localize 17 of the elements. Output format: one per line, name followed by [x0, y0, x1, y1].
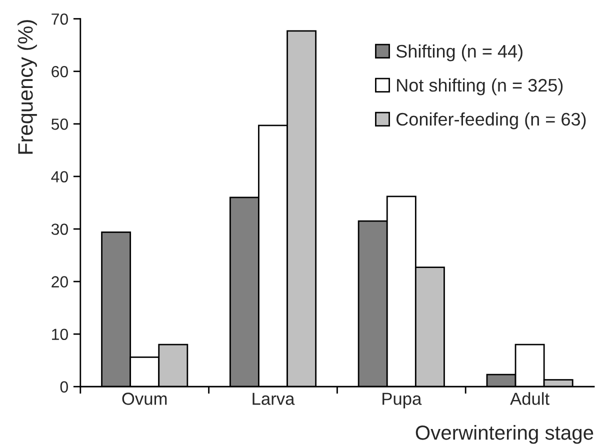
y-tick-label: 40 — [51, 171, 68, 182]
y-tick-label: 50 — [51, 118, 68, 130]
x-axis-title: Overwintering stage — [416, 425, 594, 444]
x-tick-label: Pupa — [382, 392, 422, 408]
y-tick-label: 60 — [52, 66, 68, 78]
y-tick-label: 20 — [52, 276, 68, 288]
x-tick-label: Ovum — [122, 392, 167, 405]
legend-label: Not shifting (n = 325) — [397, 78, 563, 96]
y-tick-label: 70 — [52, 13, 68, 25]
y-axis-title: Frequency (%) — [18, 20, 37, 154]
y-tick-label: 0 — [60, 381, 68, 393]
y-tick-label: 30 — [51, 224, 68, 235]
y-tick-label: 10 — [52, 328, 68, 340]
legend-label: Conifer-feeding (n = 63) — [396, 112, 586, 130]
x-tick-label: Larva — [252, 392, 295, 405]
legend-label: Shifting (n = 44) — [396, 44, 522, 62]
x-tick-label: Adult — [510, 392, 550, 405]
